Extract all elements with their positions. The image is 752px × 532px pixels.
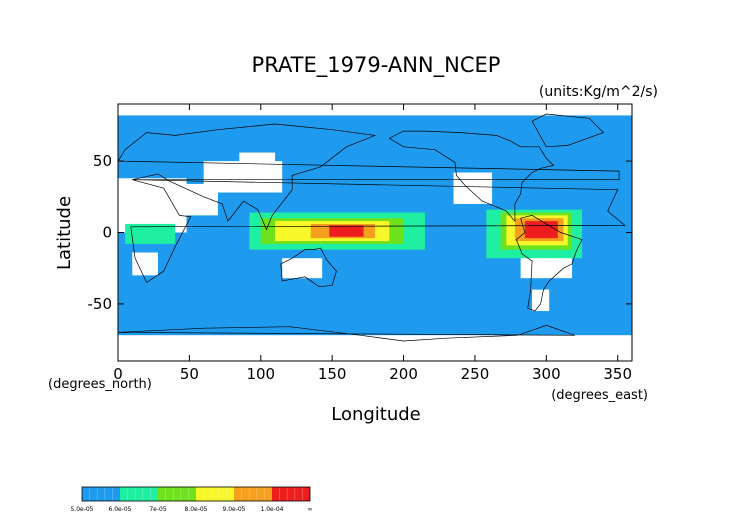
precip-region-level-5 bbox=[329, 225, 364, 237]
missing-data-region bbox=[532, 289, 550, 312]
y-tick-label: -50 bbox=[88, 295, 113, 313]
x-tick-label: 150 bbox=[318, 365, 347, 383]
y-axis-label: Latitude bbox=[54, 196, 75, 270]
colorbar-tick-label: 9.0e-05 bbox=[222, 506, 245, 513]
greenland-outline bbox=[531, 113, 605, 148]
missing-data-region bbox=[282, 258, 323, 279]
x-ticks: 0 50 100 150 200 250 300 350 bbox=[113, 104, 632, 383]
missing-data-region bbox=[453, 172, 493, 204]
colorbar-swatch bbox=[82, 487, 120, 501]
north-america-outline bbox=[389, 130, 555, 222]
missing-data-region bbox=[118, 104, 632, 116]
colorbar-tick-label: 5.0e-05 bbox=[70, 506, 93, 513]
y-unit-label: (degrees_north) bbox=[48, 377, 152, 392]
eurasia-outline bbox=[117, 123, 620, 231]
x-tick-label: 200 bbox=[389, 365, 418, 383]
x-unit-label: (degrees_east) bbox=[551, 388, 648, 403]
precip-region-level-5 bbox=[524, 221, 558, 239]
plot-area bbox=[118, 104, 632, 361]
colorbar-tick-label: 8.0e-05 bbox=[184, 506, 207, 513]
colorbar: 5.0e-05 6.0e-05 7e-05 8.0e-05 9.0e-05 1.0e-04… bbox=[70, 486, 313, 513]
missing-data-region bbox=[132, 252, 158, 276]
missing-data-region bbox=[118, 335, 632, 361]
x-tick-label: 250 bbox=[461, 365, 490, 383]
x-tick-label: 100 bbox=[246, 365, 275, 383]
colorbar-tick-label: 7e-05 bbox=[149, 506, 166, 513]
units-label: (units:Kg/m^2/s) bbox=[539, 84, 658, 100]
colorbar-tick-label: ∞ bbox=[308, 506, 313, 513]
x-tick-label: 0 bbox=[113, 365, 123, 383]
missing-data-region bbox=[118, 178, 187, 233]
colorbar-tick-label: 1.0e-04 bbox=[260, 506, 283, 513]
colorbar-tick-label: 6.0e-05 bbox=[108, 506, 131, 513]
colorbar-swatch bbox=[120, 487, 158, 501]
antarctica-outline bbox=[117, 324, 576, 342]
australia-outline bbox=[280, 247, 337, 288]
south-america-outline bbox=[515, 215, 583, 312]
colorbar-swatch bbox=[272, 487, 310, 501]
colorbar-swatch bbox=[196, 487, 234, 501]
colorbar-frame bbox=[81, 486, 311, 502]
continent-outlines bbox=[117, 113, 626, 342]
colorbar-swatch bbox=[234, 487, 272, 501]
y-tick-label: 0 bbox=[102, 224, 112, 242]
x-axis-label: Longitude bbox=[331, 404, 421, 425]
colorbar-swatch bbox=[158, 487, 196, 501]
x-tick-label: 300 bbox=[532, 365, 561, 383]
chart-title: PRATE_1979-ANN_NCEP bbox=[252, 53, 501, 78]
x-tick-label: 50 bbox=[180, 365, 199, 383]
missing-data-region bbox=[239, 152, 276, 173]
precip-region-level-1 bbox=[125, 223, 176, 244]
x-tick-label: 350 bbox=[603, 365, 632, 383]
y-tick-label: 50 bbox=[93, 152, 112, 170]
y-ticks: -50 0 50 bbox=[88, 152, 632, 313]
